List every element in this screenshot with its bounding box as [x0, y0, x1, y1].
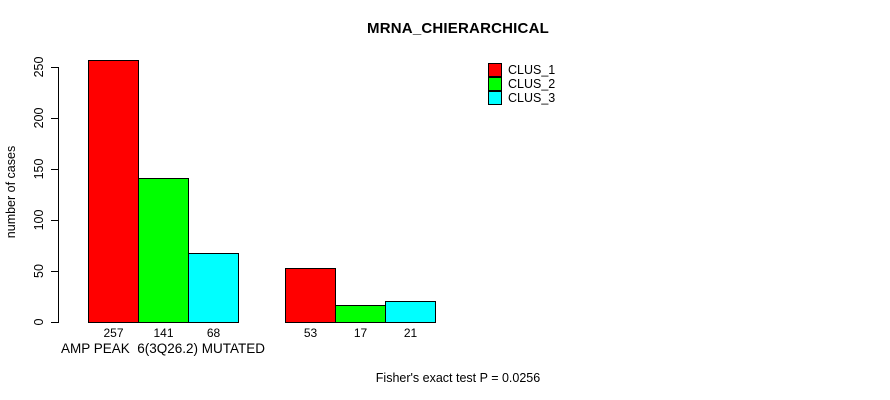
legend-label: CLUS_1 [508, 63, 556, 77]
legend-item-clus_3: CLUS_3 [488, 91, 555, 105]
legend-swatch-icon [488, 77, 502, 91]
legend-item-clus_1: CLUS_1 [488, 63, 555, 77]
bar-value-label: 257 [103, 326, 124, 340]
legend-item-clus_2: CLUS_2 [488, 77, 555, 91]
bar-value-label: 21 [403, 326, 418, 340]
bar-clus_3-group2 [385, 301, 436, 323]
y-axis-tick-label: 0 [32, 318, 46, 326]
legend-swatch-icon [488, 63, 502, 77]
y-axis-tick [51, 169, 59, 170]
legend-swatch-icon [488, 91, 502, 105]
y-axis-tick-label: 200 [32, 107, 46, 129]
y-axis-tick [51, 67, 59, 68]
chart-title: MRNA_CHIERARCHICAL [367, 20, 549, 37]
legend-label: CLUS_2 [508, 77, 556, 91]
bar-clus_3-group1 [188, 253, 239, 323]
x-category-label: AMP PEAK 6(3Q26.2) MUTATED [60, 341, 266, 356]
bar-value-label: 68 [206, 326, 221, 340]
y-axis-tick-label: 50 [32, 264, 46, 278]
y-axis-tick-label: 150 [32, 158, 46, 180]
bar-value-label: 17 [353, 326, 368, 340]
y-axis-line [58, 67, 59, 323]
y-axis-tick-label: 100 [32, 209, 46, 231]
bar-clus_1-group1 [88, 60, 139, 323]
y-axis-label: number of cases [4, 145, 18, 239]
y-axis-tick-label: 250 [32, 56, 46, 78]
bar-clus_1-group2 [285, 268, 336, 323]
y-axis-tick [51, 271, 59, 272]
annotation-fisher-test: Fisher's exact test P = 0.0256 [375, 371, 541, 385]
y-axis-tick [51, 322, 59, 323]
bar-clus_2-group1 [138, 178, 189, 323]
y-axis-tick [51, 220, 59, 221]
bar-value-label: 53 [303, 326, 318, 340]
legend: CLUS_1 CLUS_2 CLUS_3 [488, 63, 555, 105]
bar-value-label: 141 [153, 326, 174, 340]
y-axis-tick [51, 118, 59, 119]
bar-clus_2-group2 [335, 305, 386, 323]
legend-label: CLUS_3 [508, 91, 556, 105]
